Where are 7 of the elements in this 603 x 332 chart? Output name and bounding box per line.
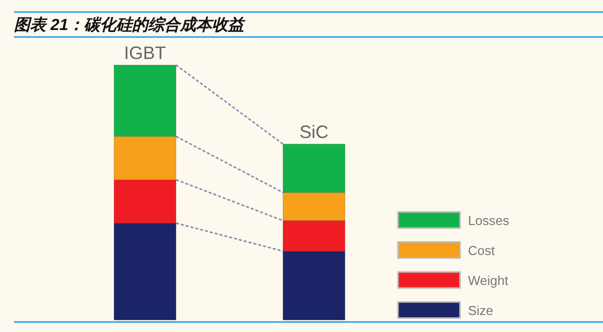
legend-label: Cost (468, 243, 496, 258)
legend-label: Size (468, 303, 494, 318)
chart-title: 图表 21：碳化硅的综合成本收益 (14, 16, 246, 34)
legend-label: Weight (468, 273, 509, 288)
legend-label: Losses (468, 213, 510, 228)
x-tick-label: IGBT (124, 43, 166, 63)
x-tick-label: SiC (299, 122, 328, 142)
